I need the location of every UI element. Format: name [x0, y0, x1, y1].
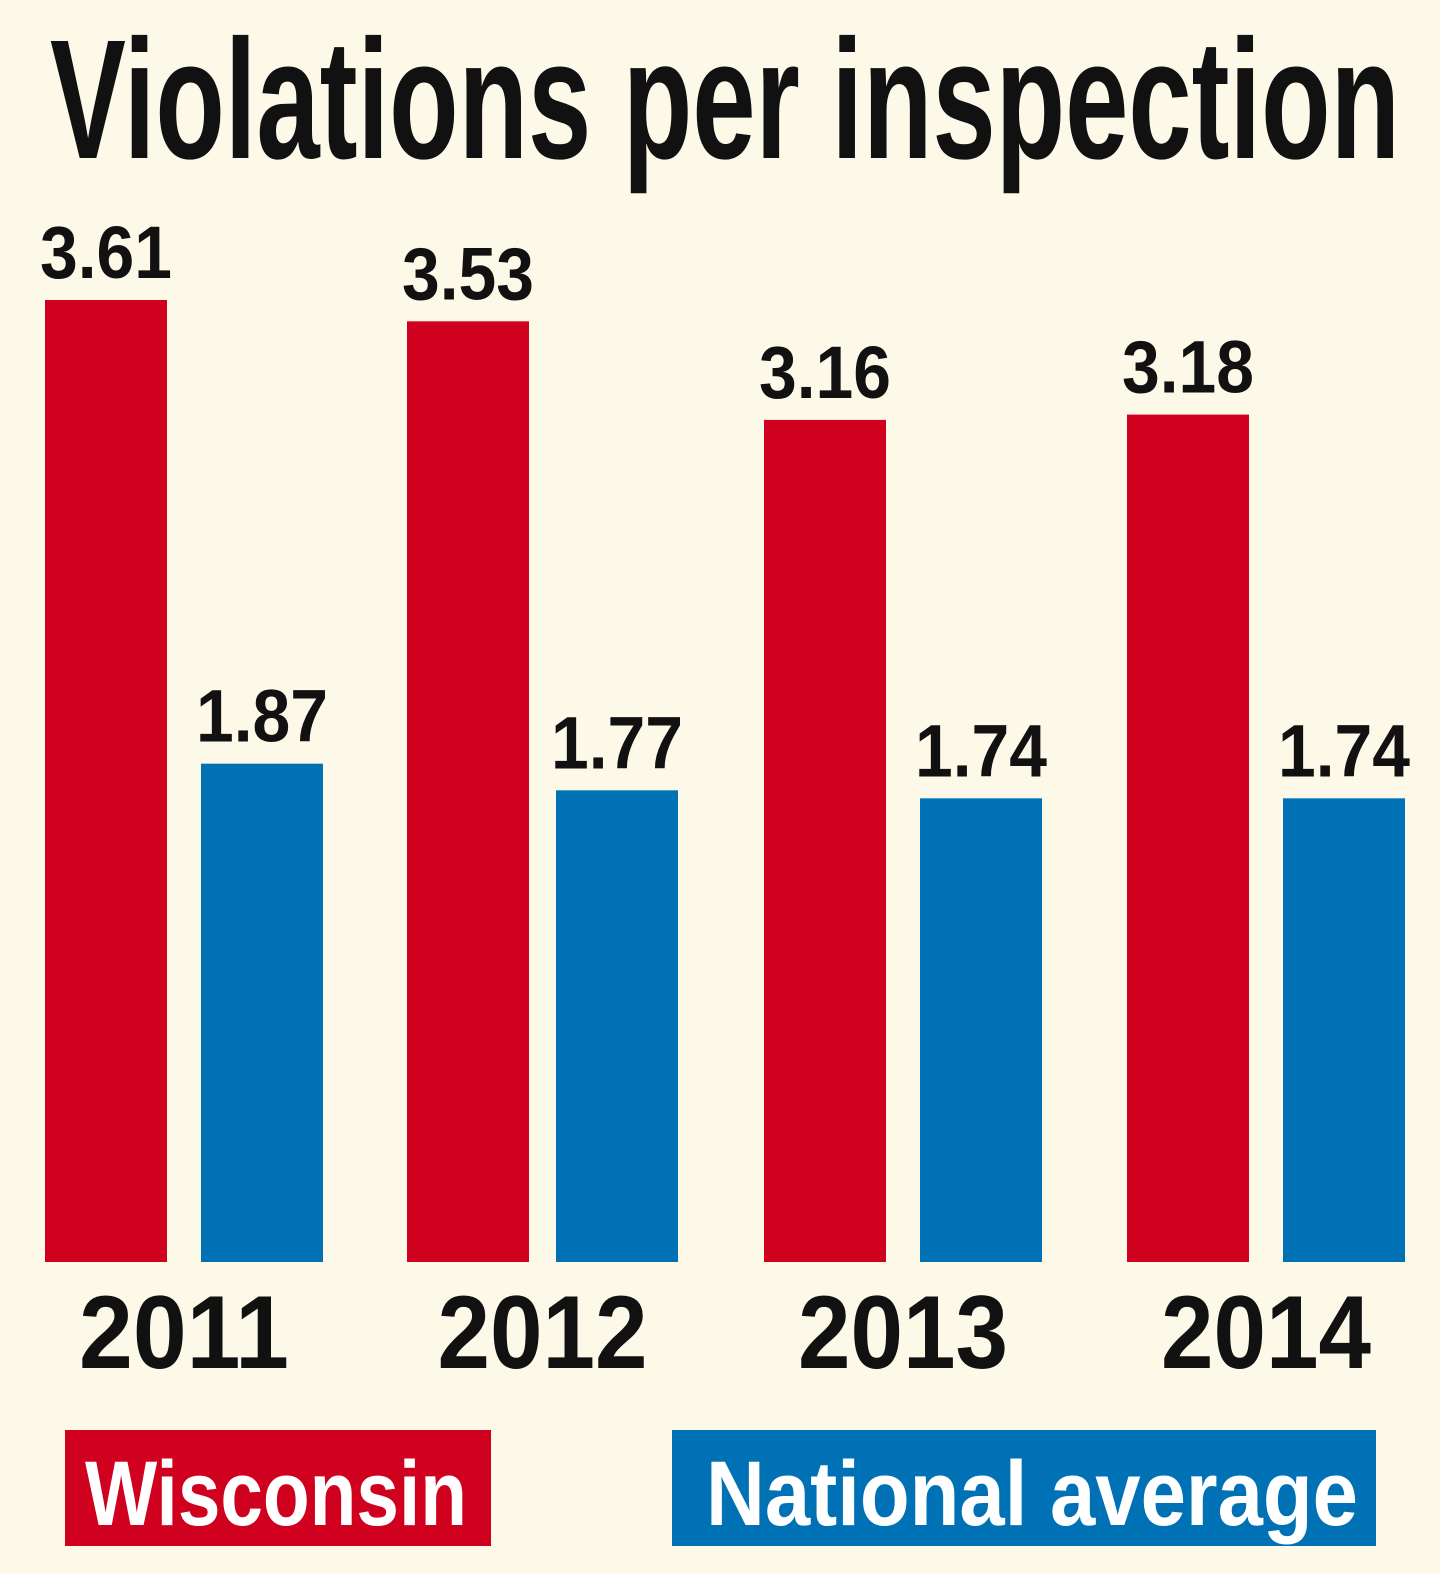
data-label: 1.87: [196, 675, 328, 758]
bar-wisconsin-2014: [1127, 414, 1249, 1262]
bar-wisconsin-2012: [407, 321, 529, 1262]
chart-title: Violations per inspection: [50, 5, 1400, 195]
x-tick-label: 2012: [438, 1275, 648, 1391]
data-label: 3.18: [1122, 326, 1254, 409]
data-label: 3.16: [759, 331, 891, 414]
bar-wisconsin-2013: [764, 419, 886, 1263]
data-label: 1.74: [915, 709, 1047, 792]
x-tick-label: 2013: [798, 1275, 1008, 1391]
bar-national-average-2014: [1283, 798, 1405, 1262]
data-label: 1.77: [551, 701, 683, 784]
legend-national-label: National average: [706, 1443, 1358, 1545]
data-label: 3.61: [40, 211, 172, 294]
x-tick-label: 2011: [79, 1275, 289, 1391]
legend-wisconsin-label: Wisconsin: [85, 1443, 467, 1545]
legend: Wisconsin National average: [65, 1430, 1376, 1546]
bar-national-average-2013: [920, 798, 1042, 1262]
bars-group: 3.61 3.53 3.16 3.18 1.87 1.77 1.74 1.74 2011 2012…: [40, 211, 1410, 1391]
data-label: 1.74: [1278, 709, 1410, 792]
data-label: 3.53: [402, 232, 534, 315]
bar-national-average-2011: [201, 763, 323, 1262]
legend-national-swatch: [672, 1430, 1376, 1546]
x-tick-label: 2014: [1161, 1275, 1371, 1391]
legend-wisconsin-swatch: [65, 1430, 491, 1546]
bar-wisconsin-2011: [45, 300, 167, 1262]
bar-national-average-2012: [556, 790, 678, 1262]
